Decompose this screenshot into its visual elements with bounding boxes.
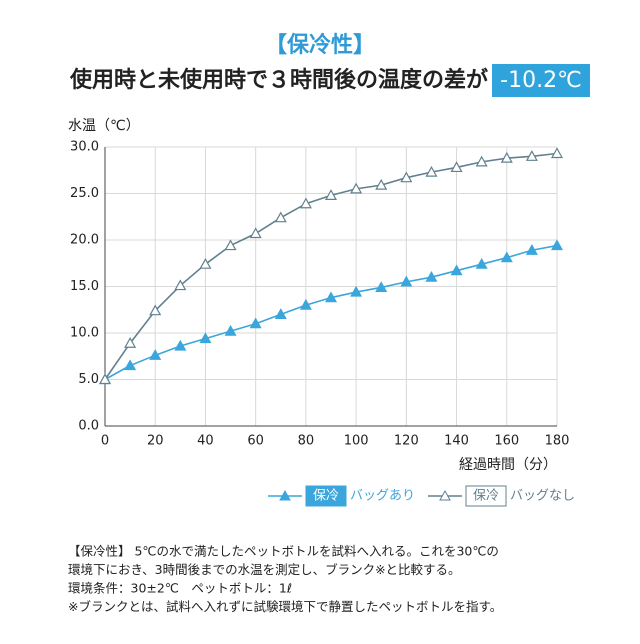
marker [274, 211, 287, 223]
y-tick-label: 25.0 [70, 186, 99, 201]
marker [249, 227, 262, 239]
marker [299, 298, 312, 310]
y-tick-label: 5.0 [78, 372, 99, 387]
marker [324, 189, 338, 200]
note-line: 環境下におき、3時間後までの水温を測定し、ブランク※と比較する。 [68, 562, 461, 577]
note-line: 環境条件：30±2℃ ペットボトル：1ℓ [68, 581, 292, 596]
x-tick-label: 40 [197, 434, 214, 449]
marker [425, 165, 438, 177]
legend-tag-box [305, 485, 347, 507]
y-tick-label: 30.0 [70, 140, 99, 155]
x-tick-label: 20 [147, 434, 164, 449]
marker [299, 197, 312, 209]
y-tick-label: 20.0 [70, 233, 99, 248]
legend-marker [439, 489, 451, 501]
x-tick-label: 140 [444, 434, 469, 449]
marker [98, 373, 112, 385]
marker [124, 359, 137, 371]
y-tick-label: 10.0 [70, 326, 99, 341]
x-tick-label: 60 [247, 434, 264, 449]
marker [174, 279, 187, 291]
marker [550, 239, 564, 251]
y-tick-label: 0.0 [78, 419, 99, 434]
marker [324, 291, 338, 303]
marker [500, 151, 513, 163]
legend-tag: 保冷 [473, 489, 499, 504]
legend-label: バッグあり [350, 489, 415, 504]
chart-title: 【保冷性】 [265, 32, 375, 58]
x-tick-label: 100 [344, 434, 369, 449]
marker [274, 308, 287, 319]
marker [375, 178, 388, 190]
x-tick-label: 180 [545, 434, 570, 449]
series-line [104, 152, 558, 380]
marker [550, 147, 564, 159]
marker [199, 332, 212, 344]
x-tick-label: 0 [101, 434, 109, 449]
legend-marker [279, 489, 291, 501]
marker [475, 257, 488, 269]
marker [400, 275, 413, 287]
legend-label: バッグなし [510, 489, 575, 504]
marker [224, 324, 237, 336]
note-line: ※ブランクとは、試料へ入れずに試験環境下で静置したペットボトルを指す。 [68, 599, 502, 614]
marker [149, 304, 162, 316]
x-axis-label: 経過時間（分） [459, 457, 557, 473]
highlight: -10.2℃ [500, 68, 582, 93]
x-tick-label: 80 [298, 434, 315, 449]
marker [425, 270, 438, 282]
series-line [104, 244, 558, 381]
chart-subtitle: 使用時と未使用時で３時間後の温度の差が [69, 67, 488, 93]
marker [400, 171, 413, 183]
marker [124, 336, 137, 348]
marker [450, 264, 463, 276]
marker [375, 281, 388, 293]
y-axis-label: 水温（℃） [68, 118, 140, 134]
legend-tag: 保冷 [313, 489, 339, 504]
marker [350, 285, 363, 297]
legend-tag-box [465, 485, 507, 507]
marker [450, 161, 463, 173]
x-tick-label: 160 [494, 434, 519, 449]
marker [174, 339, 187, 351]
y-tick-label: 15.0 [70, 279, 99, 294]
marker [525, 243, 538, 255]
marker [149, 349, 162, 360]
marker [500, 251, 513, 263]
highlight-box [492, 64, 590, 97]
marker [350, 182, 363, 194]
marker [525, 150, 538, 161]
marker [475, 155, 488, 167]
marker [199, 257, 212, 269]
x-tick-label: 120 [394, 434, 419, 449]
note-line: 【保冷性】 5℃の水で満たしたペットボトルを試料へ入れる。これを30℃の [68, 544, 499, 559]
marker [249, 317, 262, 329]
marker [224, 239, 237, 251]
